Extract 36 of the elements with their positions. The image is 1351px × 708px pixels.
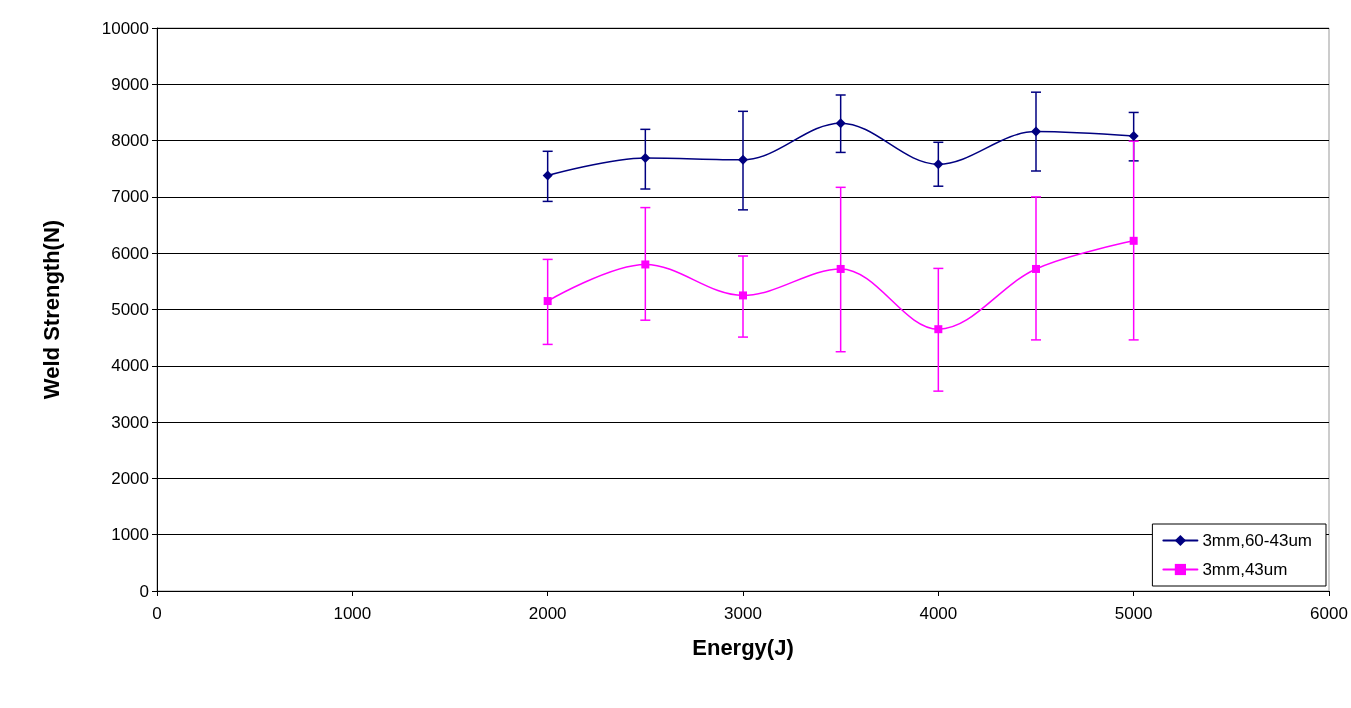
- point: [1031, 126, 1041, 137]
- point: [738, 154, 748, 165]
- point: [934, 325, 943, 334]
- x-tick-label: 4000: [919, 604, 958, 623]
- y-tick-label: 2000: [111, 468, 149, 488]
- y-tick-label: 0: [139, 581, 149, 601]
- y-tick-label: 1000: [111, 525, 149, 545]
- legend-label: 3mm,43um: [1202, 560, 1288, 579]
- legend-label: 3mm,60-43um: [1202, 531, 1313, 550]
- x-tick-label: 6000: [1310, 604, 1348, 623]
- y-tick-label: 4000: [111, 356, 149, 376]
- point: [739, 291, 747, 300]
- x-tick-label: 0: [152, 604, 162, 623]
- y-tick-label: 10000: [101, 18, 149, 38]
- y-tick-label: 5000: [111, 300, 149, 319]
- x-axis-title: Energy(J): [692, 634, 794, 660]
- point: [933, 159, 944, 170]
- x-tick-label: 2000: [528, 604, 567, 623]
- point: [542, 170, 553, 181]
- point: [543, 297, 552, 306]
- point: [1032, 264, 1040, 273]
- x-tick-label: 3000: [724, 604, 762, 623]
- point: [641, 260, 650, 269]
- y-tick-label: 3000: [111, 412, 149, 432]
- y-tick-label: 9000: [111, 74, 149, 94]
- y-tick-label: 8000: [111, 131, 149, 151]
- y-tick-label: 6000: [111, 243, 149, 263]
- point: [836, 264, 845, 273]
- point: [1129, 236, 1138, 245]
- point: [835, 118, 846, 129]
- point: [640, 153, 651, 164]
- x-tick-label: 5000: [1114, 604, 1153, 623]
- y-tick-label: 7000: [111, 187, 149, 207]
- point: [1128, 131, 1139, 142]
- x-tick-label: 1000: [333, 604, 372, 623]
- y-axis-title: Weld Strength(N): [38, 219, 64, 400]
